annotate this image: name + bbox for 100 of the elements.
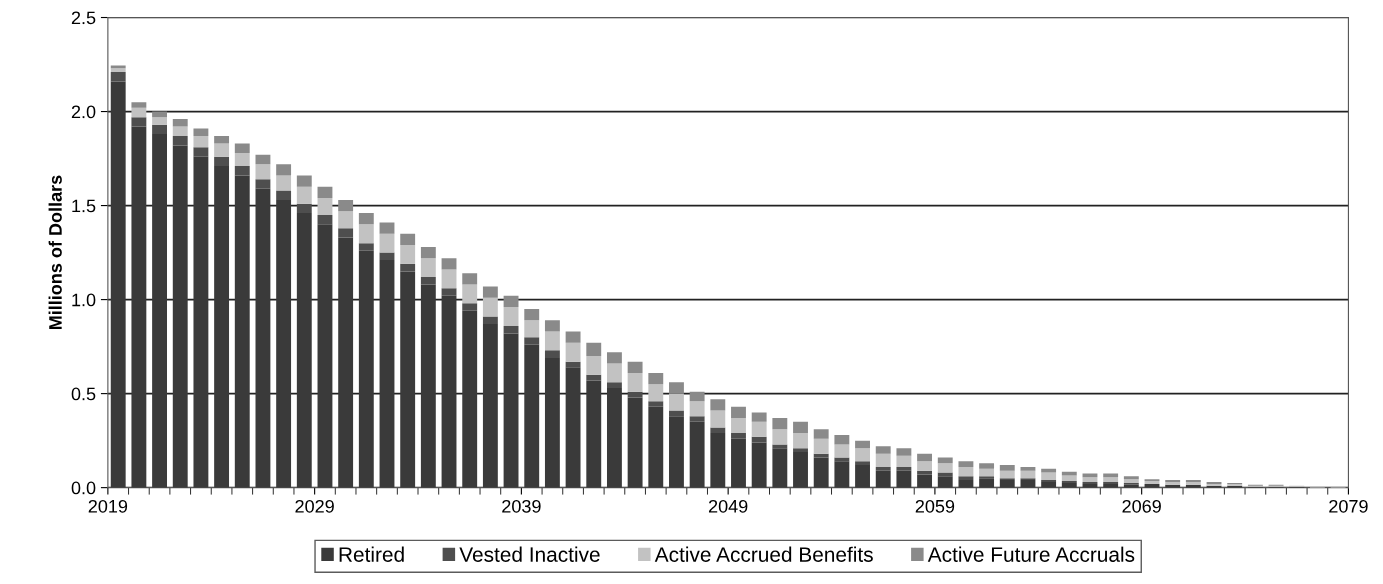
bar [937,463,953,473]
y-tick-label: 0.0 [71,481,96,495]
bar [420,246,436,259]
bar [276,199,292,488]
bar [855,461,870,466]
bar [855,440,870,449]
bar [255,179,271,189]
bar [152,134,168,488]
bar [255,188,271,488]
bar [544,331,560,351]
bar [214,143,230,157]
bar [669,416,684,488]
y-tick-label: 2.0 [71,105,96,119]
bar [1041,468,1057,473]
bar [999,465,1015,471]
bar [1020,466,1036,471]
x-tick-label: 2019 [88,499,128,513]
bar [338,237,354,488]
y-tick-label: 0.5 [71,387,96,401]
bar [131,117,147,127]
bar [276,164,292,176]
bar [606,382,622,388]
bar [441,269,457,289]
bar [689,391,705,402]
bar [193,135,209,148]
bar [524,308,540,321]
bar [276,175,292,191]
bar [999,480,1015,488]
bar [917,461,933,471]
x-tick-label: 2069 [1122,499,1161,513]
bar [379,233,395,253]
bar [234,152,250,167]
bar [669,382,684,394]
bar [131,102,147,108]
legend-label: Vested Inactive [459,546,600,562]
bar [586,380,602,488]
bar [441,288,457,296]
bar [338,211,354,229]
bar [400,271,416,488]
bar [731,406,746,419]
bar [772,418,788,430]
bar [296,175,312,187]
bar [110,68,126,73]
bar [524,337,540,345]
bar [648,406,664,488]
bar [379,260,395,488]
bar [400,233,416,246]
bar [710,433,726,488]
bar [606,352,622,364]
bar [958,466,974,477]
legend-label: Active Future Accruals [927,546,1135,562]
bar [400,263,416,272]
bar [958,476,974,481]
legend-label: Retired [339,546,404,562]
bar [834,461,850,488]
bar [482,297,498,317]
bar [834,434,850,445]
bar [896,448,912,456]
x-tick-label: 2039 [502,499,541,513]
bar [524,320,540,338]
bar [110,81,126,488]
bar [420,277,436,285]
bar [875,446,891,454]
bar [234,143,250,153]
bar [648,372,664,385]
bar [751,412,767,422]
bar [813,453,829,458]
bar [255,164,271,180]
bar [172,119,188,127]
bar [193,128,209,136]
bar [296,213,312,488]
bar [503,307,519,326]
bar [234,166,250,176]
bar [152,124,168,135]
bar [276,190,292,200]
bar [979,478,995,488]
bar [462,303,478,311]
bar [462,310,478,488]
bar [627,372,643,392]
bar [793,433,808,449]
bar [503,295,519,308]
bar [296,186,312,204]
bar [131,126,147,488]
bar [214,135,230,144]
bar [1103,477,1119,482]
bar [751,421,767,437]
bar [813,429,829,439]
bar [317,224,333,488]
bar [627,397,643,488]
bar [110,72,126,82]
bar [606,363,622,383]
bar [565,331,581,343]
bar [214,156,230,167]
bar [896,470,912,488]
bar [710,410,726,428]
bar [400,245,416,264]
bar [131,107,147,118]
bar [793,448,808,452]
bar [214,166,230,488]
bar [669,393,684,411]
